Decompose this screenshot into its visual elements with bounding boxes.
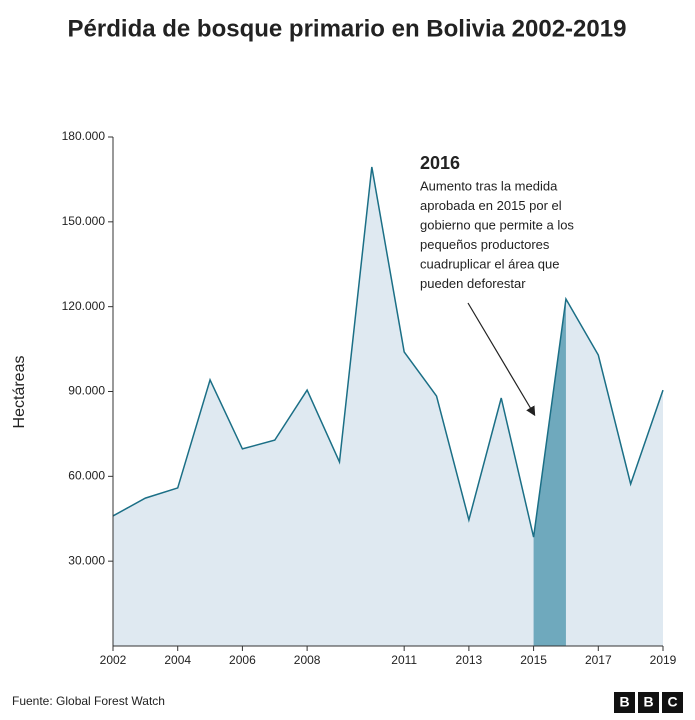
x-tick-label: 2015 [520, 653, 547, 667]
y-tick-label: 180.000 [62, 129, 106, 143]
y-axis-label: Hectáreas [11, 356, 28, 429]
annotation-line: pueden deforestar [420, 276, 526, 291]
y-tick-label: 120.000 [62, 299, 106, 313]
x-tick-label: 2008 [294, 653, 321, 667]
annotation-title: 2016 [420, 153, 460, 173]
area [113, 166, 663, 647]
x-tick-label: 2011 [391, 653, 417, 667]
annotation-arrow [467, 302, 536, 417]
x-tick-label: 2004 [164, 653, 191, 667]
annotation-line: pequeños productores [420, 237, 550, 252]
line [112, 166, 664, 538]
x-tick-label: 2006 [229, 653, 256, 667]
annotation-line: aprobada en 2015 por el [420, 198, 562, 213]
annotation-line: gobierno que permite a los [420, 217, 574, 232]
x-tick-label: 2017 [585, 653, 612, 667]
source: Fuente: Global Forest Watch [12, 694, 165, 708]
y-tick-label: 60.000 [68, 469, 105, 483]
x-tick-label: 2002 [100, 653, 127, 667]
logo-letter: C [667, 694, 677, 710]
annotation-line: cuadruplicar el área que [420, 256, 559, 271]
y-tick-label: 30.000 [68, 553, 105, 567]
logo-box [662, 692, 683, 713]
highlight-band [533, 299, 566, 646]
logo-letter: B [619, 694, 629, 710]
logo-box [614, 692, 635, 713]
annotation-line: Aumento tras la medida [420, 178, 558, 193]
chart-title: Pérdida de bosque primario en Bolivia 20… [68, 15, 627, 42]
x-tick-label: 2013 [456, 653, 483, 667]
x-tick-label: 2019 [650, 653, 677, 667]
logo-letter: B [643, 694, 653, 710]
logo-box [638, 692, 659, 713]
y-tick-label: 150.000 [62, 214, 106, 228]
y-tick-label: 90.000 [68, 384, 105, 398]
